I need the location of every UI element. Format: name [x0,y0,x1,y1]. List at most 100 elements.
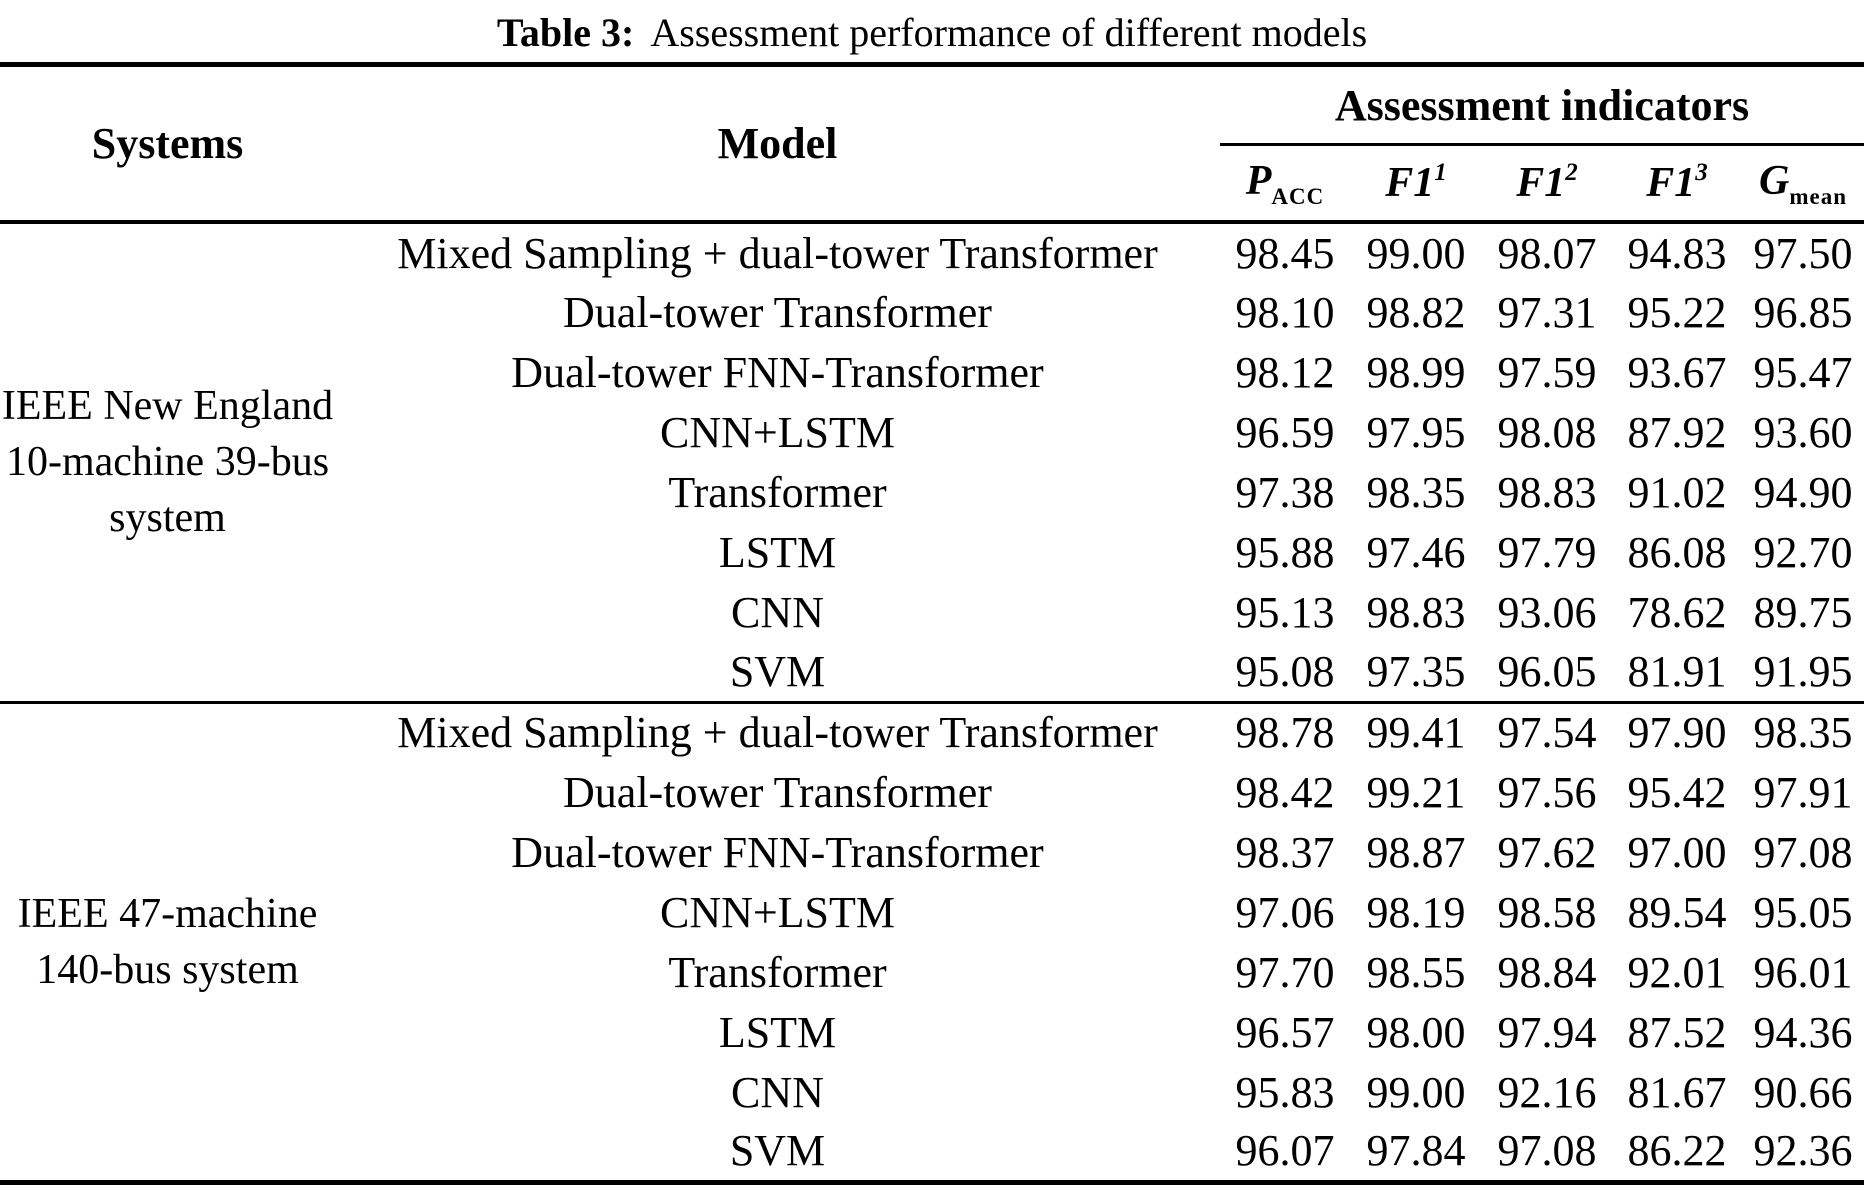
model-cell: CNN [731,587,824,637]
value-cell: 98.99 [1366,347,1466,397]
assessment-table: Systems Model Assessment indicators PACC… [0,62,1864,1185]
value-cell: 86.08 [1627,527,1727,577]
value-cell: 98.12 [1235,347,1335,397]
value-cell: 89.54 [1627,887,1727,937]
value-cell: 81.91 [1627,646,1727,696]
value-cell: 96.59 [1235,407,1335,457]
value-cell: 95.05 [1753,887,1853,937]
table-row: IEEE New England 10-machine 39-bus syste… [0,222,1864,542]
indicators-group-header: Assessment indicators [1220,64,1864,146]
value-cell: 94.36 [1753,1007,1853,1057]
value-cell: 98.42 [1235,767,1335,817]
table-row: CNN 95.13 98.83 93.06 78.62 89.75 [0,582,1864,642]
value-cell: 97.08 [1753,827,1853,877]
value-cell: 95.13 [1235,587,1335,637]
value-cell: 93.67 [1627,347,1727,397]
value-cell: 92.16 [1497,1067,1597,1117]
system-line: IEEE New England [1,383,334,430]
caption-text: Assessment performance of different mode… [650,9,1368,55]
system-cell: IEEE New England 10-machine 39-bus syste… [0,222,335,702]
value-cell: 95.47 [1753,347,1853,397]
value-cell: 98.87 [1366,827,1466,877]
value-cell: 97.79 [1497,527,1597,577]
caption-label: Table 3: [496,9,635,55]
system-line: 10-machine 39-bus [5,439,330,486]
f1-2-base: F1 [1516,160,1566,206]
value-cell: 98.55 [1366,947,1466,997]
value-cell: 95.88 [1235,527,1335,577]
model-cell: Dual-tower FNN-Transformer [511,827,1044,877]
model-cell: CNN+LSTM [659,887,896,937]
value-cell: 98.58 [1497,887,1597,937]
value-cell: 94.83 [1627,228,1727,278]
model-cell: CNN+LSTM [659,407,896,457]
f1-3-superscript: 3 [1695,159,1708,186]
value-cell: 97.08 [1497,1126,1597,1176]
table-row: Transformer 97.38 98.35 98.83 91.02 94.9… [0,462,1864,522]
model-cell: Dual-tower FNN-Transformer [511,347,1044,397]
value-cell: 89.75 [1753,587,1853,637]
col-header-pacc: PACC [1220,144,1350,224]
value-cell: 95.83 [1235,1067,1335,1117]
value-cell: 93.60 [1753,407,1853,457]
table-row: CNN 95.83 99.00 92.16 81.67 90.66 [0,1062,1864,1122]
value-cell: 97.06 [1235,887,1335,937]
systems-header: Systems [0,64,335,224]
f1-3-base: F1 [1646,160,1696,206]
value-cell: 97.90 [1627,708,1727,758]
value-cell: 98.10 [1235,287,1335,337]
value-cell: 97.94 [1497,1007,1597,1057]
value-cell: 97.35 [1366,646,1466,696]
system-line: 140-bus system [36,946,299,993]
model-cell: CNN [731,1067,824,1117]
value-cell: 97.95 [1366,407,1466,457]
value-cell: 97.56 [1497,767,1597,817]
value-cell: 97.91 [1753,767,1853,817]
value-cell: 97.00 [1627,827,1727,877]
model-header: Model [335,64,1220,224]
value-cell: 96.57 [1235,1007,1335,1057]
value-cell: 86.22 [1627,1126,1727,1176]
col-header-gmean: Gmean [1742,144,1864,224]
system-block-2: IEEE 47-machine 140-bus system Mixed Sam… [0,702,1864,1182]
value-cell: 98.07 [1497,228,1597,278]
table-row: LSTM 95.88 97.46 97.79 86.08 92.70 [0,522,1864,582]
table-row: Transformer 97.70 98.55 98.84 92.01 96.0… [0,942,1864,1002]
col-header-f1-2: F12 [1482,144,1612,224]
value-cell: 93.06 [1497,587,1597,637]
f1-2-superscript: 2 [1565,159,1578,186]
table-row: IEEE 47-machine 140-bus system Mixed Sam… [0,702,1864,992]
pacc-base: P [1245,157,1272,204]
value-cell: 96.05 [1497,646,1597,696]
table-row: Dual-tower FNN-Transformer 98.12 98.99 9… [0,342,1864,402]
table-row: SVM 95.08 97.35 96.05 81.91 91.95 [0,642,1864,702]
f1-1-superscript: 1 [1434,159,1447,186]
value-cell: 96.07 [1235,1126,1335,1176]
model-cell: SVM [729,646,826,696]
value-cell: 99.41 [1366,708,1466,758]
system-line: system [109,495,226,542]
value-cell: 97.46 [1366,527,1466,577]
system-block-1: IEEE New England 10-machine 39-bus syste… [0,222,1864,702]
table-row: Dual-tower FNN-Transformer 98.37 98.87 9… [0,822,1864,882]
value-cell: 98.83 [1366,587,1466,637]
value-cell: 95.22 [1627,287,1727,337]
model-cell: Transformer [668,947,887,997]
model-cell: SVM [729,1126,826,1176]
value-cell: 98.82 [1366,287,1466,337]
value-cell: 96.85 [1753,287,1853,337]
value-cell: 98.37 [1235,827,1335,877]
value-cell: 98.35 [1366,467,1466,517]
header-row-main: Systems Model Assessment indicators [0,64,1864,224]
value-cell: 91.95 [1753,646,1853,696]
value-cell: 99.21 [1366,767,1466,817]
table-row: Dual-tower Transformer 98.10 98.82 97.31… [0,282,1864,342]
value-cell: 95.42 [1627,767,1727,817]
value-cell: 98.35 [1753,708,1853,758]
value-cell: 98.00 [1366,1007,1466,1057]
gmean-base: G [1759,157,1790,204]
header-row-indicators: PACC F11 F12 F13 Gmean [0,144,1864,224]
model-cell: Dual-tower Transformer [563,287,992,337]
model-cell: Dual-tower Transformer [563,767,992,817]
value-cell: 96.01 [1753,947,1853,997]
